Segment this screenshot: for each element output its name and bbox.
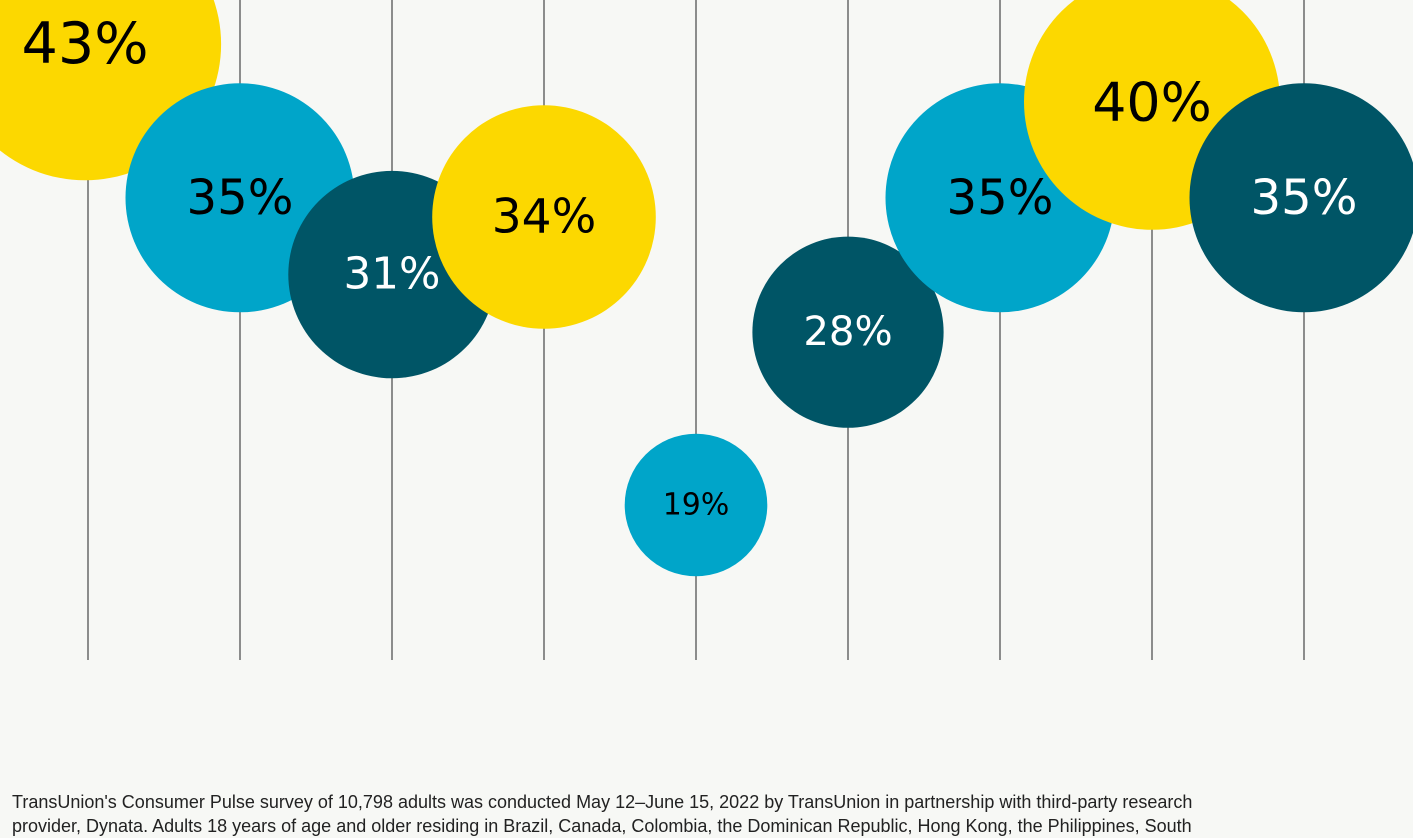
value-label: 35% (187, 170, 294, 226)
value-label: 35% (947, 170, 1054, 226)
value-label: 31% (344, 250, 441, 300)
value-label: 34% (492, 190, 596, 245)
value-label: 28% (803, 309, 892, 355)
footnote-line: TransUnion's Consumer Pulse survey of 10… (12, 790, 1407, 814)
value-label: 40% (1092, 70, 1212, 133)
value-label: 19% (663, 488, 729, 523)
footnote-line: provider, Dynata. Adults 18 years of age… (12, 814, 1407, 838)
value-label: 35% (1251, 170, 1358, 226)
value-label: 43% (21, 11, 148, 77)
